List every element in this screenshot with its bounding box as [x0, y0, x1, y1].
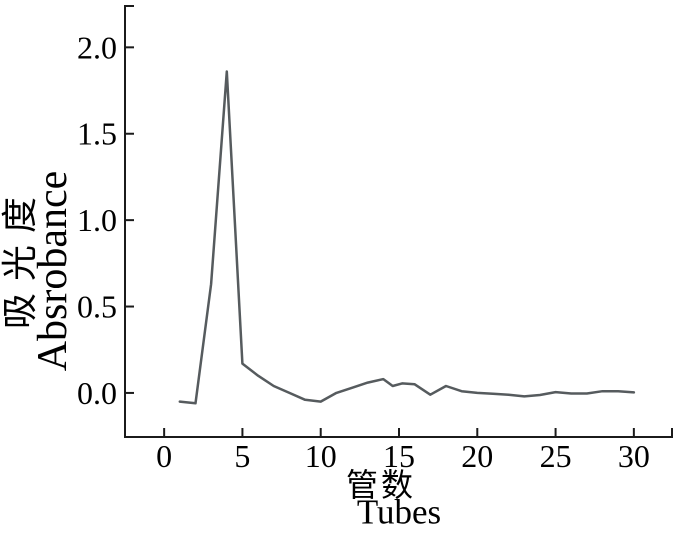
y-axis-title-en: Absrobance	[30, 170, 76, 372]
x-tick-label: 30	[618, 438, 650, 474]
x-axis-title-en: Tubes	[356, 492, 442, 532]
x-tick-label: 10	[305, 438, 337, 474]
y-tick-label: 1.5	[77, 116, 117, 152]
x-tick-label: 0	[156, 438, 172, 474]
y-tick-label: 2.0	[77, 29, 117, 65]
absorbance-curve	[178, 70, 636, 405]
x-tick-label: 20	[461, 438, 493, 474]
axes-spines	[124, 5, 673, 438]
y-tick-label: 1.0	[77, 202, 117, 238]
x-tick-label: 15	[383, 438, 415, 474]
x-tick-label: 5	[234, 438, 250, 474]
y-tick-label: 0.0	[77, 375, 117, 411]
x-tick-label: 25	[540, 438, 572, 474]
y-tick-label: 0.5	[77, 289, 117, 325]
x-axis-title-zh: 管数	[345, 467, 417, 503]
